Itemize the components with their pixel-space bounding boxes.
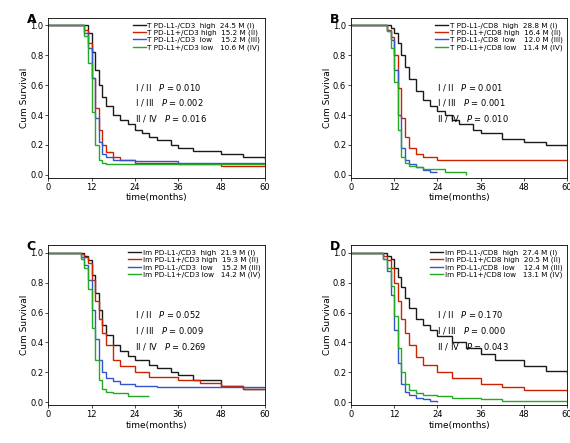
Y-axis label: Cum Survival: Cum Survival xyxy=(323,295,332,355)
Text: I / II   $P$ = 0.052
I / III   $P$ = 0.009
II / IV   $P$ = 0.269: I / II $P$ = 0.052 I / III $P$ = 0.009 I… xyxy=(135,309,206,352)
Text: D: D xyxy=(329,241,340,253)
Legend: T PD-L1-/CD3  high  24.5 M (I), T PD-L1+/CD3 high  15.2 M (II), T PD-L1-/CD3  lo: T PD-L1-/CD3 high 24.5 M (I), T PD-L1+/C… xyxy=(132,21,261,51)
Legend: T PD-L1-/CD8  high  28.8 M (I), T PD-L1+/CD8 high  16.4 M (II), T PD-L1-/CD8  lo: T PD-L1-/CD8 high 28.8 M (I), T PD-L1+/C… xyxy=(434,21,564,51)
X-axis label: time(months): time(months) xyxy=(126,193,188,202)
Text: C: C xyxy=(27,241,36,253)
X-axis label: time(months): time(months) xyxy=(126,420,188,430)
X-axis label: time(months): time(months) xyxy=(428,420,490,430)
Legend: Im PD-L1-/CD3  high  21.9 M (I), Im PD-L1+/CD3 high  19.3 M (II), Im PD-L1-/CD3 : Im PD-L1-/CD3 high 21.9 M (I), Im PD-L1+… xyxy=(127,249,261,279)
Y-axis label: Cum Survival: Cum Survival xyxy=(20,295,29,355)
Legend: Im PD-L1-/CD8  high  27.4 M (I), Im PD-L1+/CD8 high  20.5 M (II), Im PD-L1-/CD8 : Im PD-L1-/CD8 high 27.4 M (I), Im PD-L1+… xyxy=(430,249,564,279)
X-axis label: time(months): time(months) xyxy=(428,193,490,202)
Text: I / II   $P$ = 0.170
I / III   $P$ = 0.000
II / IV   $P$ = 0.043: I / II $P$ = 0.170 I / III $P$ = 0.000 I… xyxy=(438,309,510,352)
Y-axis label: Cum Survival: Cum Survival xyxy=(20,68,29,128)
Y-axis label: Cum Survival: Cum Survival xyxy=(323,68,332,128)
Text: A: A xyxy=(27,13,36,26)
Text: I / II   $P$ = 0.010
I / III   $P$ = 0.002
II / IV   $P$ = 0.016: I / II $P$ = 0.010 I / III $P$ = 0.002 I… xyxy=(135,82,207,124)
Text: I / II   $P$ = 0.001
I / III   $P$ = 0.001
II / IV   $P$ = 0.010: I / II $P$ = 0.001 I / III $P$ = 0.001 I… xyxy=(438,82,510,124)
Text: B: B xyxy=(329,13,339,26)
